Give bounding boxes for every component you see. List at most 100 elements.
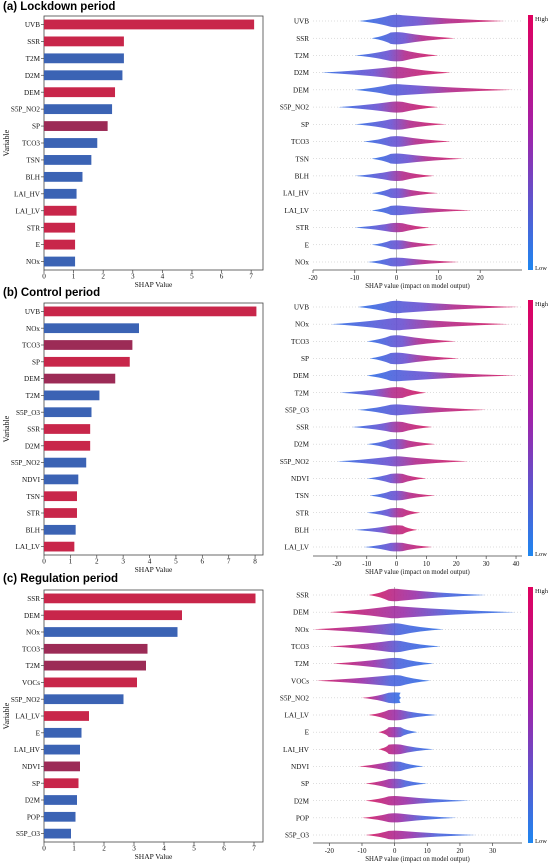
bar-1-xticklabel-6: 6	[201, 558, 205, 566]
swarm-0-violin-BLH	[354, 170, 435, 182]
bar-0-NOx	[44, 256, 76, 267]
swarm-0-label-TSN: TSN	[295, 155, 309, 163]
bar-0-label-DEM: DEM	[24, 89, 41, 97]
swarm-1-label-NOx: NOx	[295, 321, 309, 329]
colorbar-1-high: High	[535, 301, 549, 308]
bar-0-label-TCO3: TCO3	[22, 140, 40, 148]
bar-0-xticklabel-3: 3	[131, 273, 135, 281]
swarm-1-label-S5P_O3: S5P_O3	[285, 406, 309, 414]
swarm-0-label-NOx: NOx	[295, 259, 309, 267]
colorbar-2-low: Low	[535, 838, 547, 845]
swarm-2-label-NOx: NOx	[295, 626, 309, 634]
bar-1-STR	[44, 508, 77, 518]
swarm-1-violin-DEM	[366, 369, 517, 382]
bar-2-label-DEM: DEM	[24, 612, 41, 620]
swarm-0-label-LAI_HV: LAI_HV	[283, 190, 310, 198]
swarm-1-violin-SP	[369, 352, 460, 365]
bar-0-DEM	[44, 87, 116, 98]
swarm-2-xticklabel--20: -20	[325, 848, 335, 855]
colorbar-2	[528, 587, 533, 843]
swarm-1-label-UVB: UVB	[294, 304, 309, 312]
swarm-1-xticklabel--20: -20	[332, 561, 342, 568]
swarm-2-label-LAI_HV: LAI_HV	[283, 746, 310, 754]
swarm-2-label-E: E	[305, 729, 310, 737]
swarm-0-xticklabel-10: 10	[435, 275, 442, 282]
swarm-1-xticklabel-10: 10	[423, 561, 430, 568]
bar-1-label-TCO3: TCO3	[22, 342, 40, 350]
swarm-2-xticklabel-0: 0	[393, 848, 397, 855]
swarm-2-label-POP: POP	[296, 814, 309, 822]
bar-0-xticklabel-6: 6	[220, 273, 224, 281]
swarm-2-label-DEM: DEM	[293, 609, 310, 617]
swarm-2-violin-VOCs	[316, 675, 431, 687]
bar-1-S5P_O3	[44, 407, 92, 418]
swarm-1-violin-NOx	[330, 318, 511, 331]
bar-1-label-NOx: NOx	[26, 325, 40, 333]
bar-1-xticklabel-2: 2	[95, 558, 99, 566]
bar-1-label-S5P_O3: S5P_O3	[16, 409, 40, 417]
swarm-2-violin-LAI_HV	[378, 744, 434, 755]
bar-1-TCO3	[44, 340, 133, 350]
swarm-2-label-T2M: T2M	[295, 660, 310, 668]
swarm-0-label-S5P_NO2: S5P_NO2	[280, 104, 310, 112]
bar-2-xticklabel-1: 1	[72, 845, 76, 853]
swarm-0-label-SSR: SSR	[296, 35, 309, 43]
bar-0-label-SP: SP	[32, 123, 40, 131]
bar-2-NOx	[44, 627, 178, 637]
swarm-1-label-DEM: DEM	[293, 372, 310, 380]
swarm-1-violin-STR	[366, 508, 421, 518]
swarm-0-violin-NOx	[367, 257, 460, 267]
swarm-1-xticklabel-30: 30	[483, 561, 490, 568]
swarm-0-label-T2M: T2M	[295, 52, 310, 60]
swarm-1-label-T2M: T2M	[295, 389, 310, 397]
swarm-0-violin-STR	[354, 222, 431, 233]
bar-1-ylabel: Variable	[2, 415, 11, 442]
bar-0-xticklabel-2: 2	[101, 273, 105, 281]
bar-1-NDVI	[44, 474, 79, 485]
bar-2-label-LAI_LV: LAI_LV	[16, 713, 41, 721]
bar-2-label-S5P_NO2: S5P_NO2	[11, 696, 41, 704]
swarm-0-xticklabel-0: 0	[395, 275, 399, 282]
swarm-0-label-DEM: DEM	[293, 86, 310, 94]
panel-b-title: (b) Control period	[3, 287, 101, 299]
bar-2-label-S5P_O3: S5P_O3	[16, 830, 40, 838]
swarm-0-xticklabel-20: 20	[477, 275, 484, 282]
swarm-2-label-S5P_NO2: S5P_NO2	[280, 694, 310, 702]
bar-0-label-NOx: NOx	[26, 258, 40, 266]
swarm-1-violin-SSR	[351, 421, 433, 433]
swarm-1-xticklabel-0: 0	[395, 561, 399, 568]
swarm-2-xlabel: SHAP value (impact on model output)	[365, 856, 470, 863]
bar-2-label-SSR: SSR	[27, 595, 40, 603]
bar-0-T2M	[44, 53, 124, 64]
swarm-2-violin-S5P_O3	[365, 830, 477, 840]
bar-1-label-LAI_LV: LAI_LV	[16, 543, 41, 551]
swarm-0-violin-T2M	[354, 49, 439, 62]
swarm-0-label-LAI_LV: LAI_LV	[285, 207, 310, 215]
bar-0-label-SSR: SSR	[27, 38, 40, 46]
swarm-2-xticklabel-10: 10	[424, 848, 431, 855]
swarm-0-label-TCO3: TCO3	[291, 138, 309, 146]
swarm-2-violin-SP	[365, 778, 428, 789]
swarm-0-violin-S5P_NO2	[338, 101, 439, 113]
swarm-2-violin-POP	[361, 813, 457, 823]
bar-0-BLH	[44, 171, 83, 182]
bar-0-UVB	[44, 19, 255, 30]
bar-0-LAI_HV	[44, 188, 77, 199]
bar-1-BLH	[44, 524, 76, 535]
swarm-2-xticklabel--10: -10	[357, 848, 367, 855]
swarm-2-violin-S5P_NO2	[361, 692, 402, 704]
bar-2-DEM	[44, 610, 182, 621]
bar-2-S5P_O3	[44, 828, 71, 839]
swarm-0-label-SP: SP	[301, 121, 309, 129]
bar-2-label-TCO3: TCO3	[22, 645, 40, 653]
bar-2-xlabel: SHAP Value	[135, 852, 173, 861]
colorbar-0-low: Low	[535, 265, 547, 272]
bar-2-POP	[44, 811, 76, 822]
swarm-1-violin-S5P_O3	[357, 404, 487, 416]
bar-1-D2M	[44, 440, 91, 451]
bar-2-label-NDVI: NDVI	[22, 763, 41, 771]
bar-1-label-SSR: SSR	[27, 426, 40, 434]
swarm-1-violin-TCO3	[366, 335, 457, 348]
bar-0-label-UVB: UVB	[25, 21, 40, 29]
